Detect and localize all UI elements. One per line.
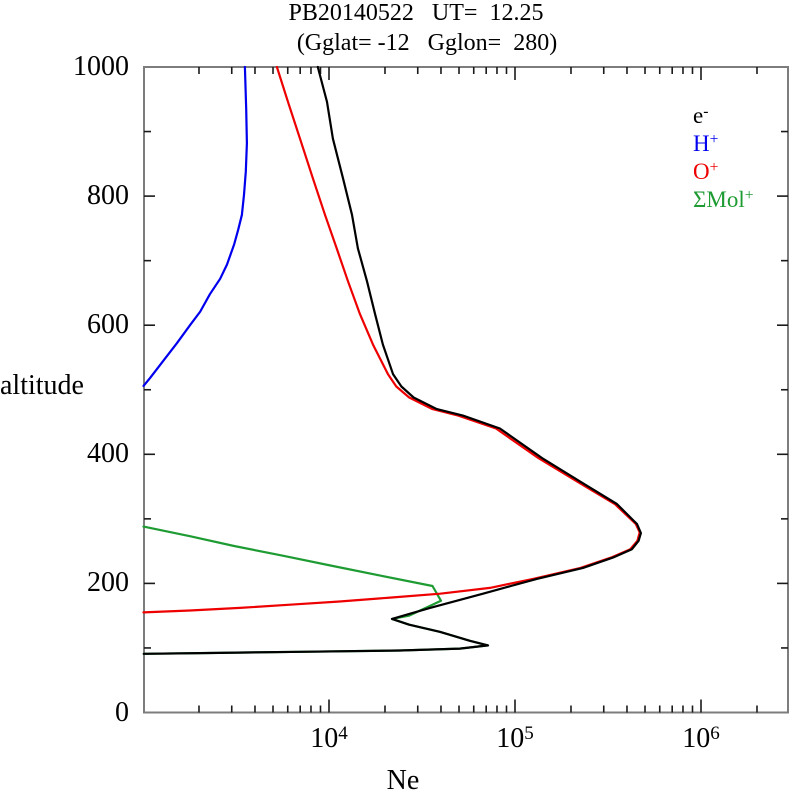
- y-axis-label: altitude: [0, 370, 84, 401]
- legend-entry-o: O+: [693, 159, 719, 187]
- legend-species: e: [693, 103, 704, 128]
- y-tick-label-600: 600: [87, 309, 129, 341]
- curve-e: [142, 65, 642, 655]
- x-tick-exponent: 4: [338, 723, 348, 745]
- x-tick-label-10e5: 105: [496, 723, 534, 757]
- plot-title-line2: (Gglat= -12 Gglon= 280): [296, 30, 558, 56]
- y-tick-label-800: 800: [87, 180, 129, 212]
- legend-charge-sign: +: [709, 131, 719, 149]
- curve-mol: [142, 525, 490, 655]
- y-tick-label-400: 400: [87, 438, 129, 470]
- legend-entry-sigma-mol: ΣMol+: [693, 187, 754, 215]
- legend-charge-sign: +: [709, 159, 719, 177]
- curve-h: [142, 65, 248, 387]
- legend-species: ΣMol: [693, 187, 745, 212]
- y-tick-label-200: 200: [87, 567, 129, 599]
- legend-species: O: [693, 159, 710, 184]
- legend-species: H: [693, 131, 710, 156]
- x-tick-exponent: 6: [710, 723, 720, 745]
- x-tick-base: 10: [496, 723, 525, 754]
- x-tick-exponent: 5: [524, 723, 534, 745]
- x-tick-label-10e6: 106: [682, 723, 720, 757]
- legend-charge-sign: +: [744, 187, 754, 205]
- plot-title-line1: PB20140522 UT= 12.25: [288, 0, 544, 26]
- x-axis-label: Ne: [386, 765, 420, 796]
- legend-entry-e: e-: [693, 103, 709, 131]
- x-tick-base: 10: [682, 723, 711, 754]
- x-tick-base: 10: [310, 723, 339, 754]
- curve-o: [142, 65, 641, 614]
- y-tick-label-1000: 1000: [73, 51, 129, 82]
- legend-charge-sign: -: [703, 103, 709, 121]
- x-tick-label-10e4: 104: [310, 723, 348, 757]
- legend-entry-h: H+: [693, 131, 719, 159]
- plot-frame: [143, 66, 789, 714]
- y-tick-label-0: 0: [115, 696, 129, 728]
